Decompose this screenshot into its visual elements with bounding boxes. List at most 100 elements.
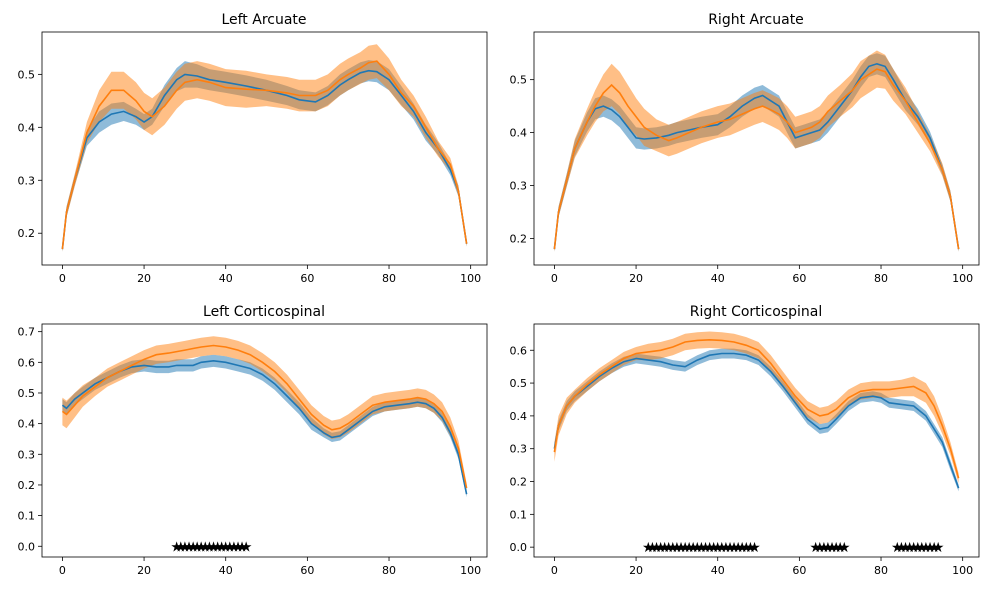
significance-marker: ★ (175, 539, 188, 555)
series-line-group-2 (61, 60, 468, 250)
x-tick-label: 60 (300, 564, 314, 577)
x-tick-label: 100 (952, 564, 973, 577)
x-tick-label: 80 (874, 272, 888, 285)
x-tick-label: 20 (137, 564, 151, 577)
y-tick-label: 0.2 (18, 479, 36, 492)
significance-marker: ★ (711, 540, 724, 556)
axes-frame (533, 31, 980, 266)
significance-marker: ★ (687, 540, 700, 556)
series-line-group-2 (553, 68, 960, 250)
significance-marker: ★ (822, 540, 835, 556)
series-line-group-2 (61, 344, 468, 489)
significance-marker: ★ (224, 539, 237, 555)
significance-marker: ★ (932, 540, 945, 556)
y-tick-label: 0.1 (18, 510, 36, 523)
significance-marker: ★ (662, 540, 675, 556)
significance-marker: ★ (748, 540, 761, 556)
subplot-title: Left Arcuate (221, 12, 306, 28)
plot-layer (553, 50, 960, 252)
significance-marker: ★ (191, 539, 204, 555)
y-tick-label: 0.4 (510, 127, 528, 140)
significance-marker: ★ (646, 540, 659, 556)
significance-marker: ★ (903, 540, 916, 556)
subplot-left-corticospinal: Left Corticospinal ★★★★★★★★★★★★★★★★★★ 0 2… (18, 304, 488, 577)
significance-marker: ★ (232, 539, 245, 555)
significance-marker: ★ (732, 540, 745, 556)
x-tick-label: 80 (874, 564, 888, 577)
significance-marker: ★ (814, 540, 827, 556)
significance-marker: ★ (642, 540, 655, 556)
x-tick-label: 0 (59, 564, 66, 577)
significance-marker: ★ (683, 540, 696, 556)
y-tick-label: 0.3 (18, 448, 36, 461)
x-tick-label: 80 (382, 272, 396, 285)
y-tick-label: 0.4 (18, 418, 36, 431)
y-tick-label: 0.0 (18, 540, 36, 553)
subplot-title: Right Corticospinal (690, 304, 822, 320)
significance-marker: ★ (679, 540, 692, 556)
significance-marker: ★ (228, 539, 241, 555)
significance-marker: ★ (203, 539, 216, 555)
significance-marker: ★ (703, 540, 716, 556)
tick-layer: 0 20 40 60 80 100 0.0 0.1 0.2 0.3 0.4 0.5 0.6 0.7 (18, 326, 482, 577)
plot-layer: ★★★★★★★★★★★★★★★★★★★★★★★★★★★ ★★★★★★★★ ★★★★★… (553, 331, 960, 556)
y-tick-label: 0.2 (18, 227, 36, 240)
subplot-right-corticospinal: Right Corticospinal ★★★★★★★★★★★★★★★★★★★★… (510, 304, 980, 577)
significance-marker: ★ (924, 540, 937, 556)
series-line-group-1 (553, 62, 960, 250)
y-tick-label: 0.4 (18, 121, 36, 134)
significance-marker: ★ (740, 540, 753, 556)
significance-marker: ★ (899, 540, 912, 556)
significance-marker: ★ (675, 540, 688, 556)
tick-layer: 0 20 40 60 80 100 0.0 0.1 0.2 0.3 0.4 0.5 0.6 (510, 344, 974, 577)
significance-marker: ★ (818, 540, 831, 556)
significance-marker: ★ (691, 540, 704, 556)
significance-marker: ★ (183, 539, 196, 555)
significance-marker: ★ (838, 540, 851, 556)
significance-marker: ★ (236, 539, 249, 555)
subplot-title: Left Corticospinal (203, 304, 325, 320)
axes-frame (41, 323, 488, 558)
significance-marker: ★ (211, 539, 224, 555)
significance-marker: ★ (695, 540, 708, 556)
significance-marker: ★ (207, 539, 220, 555)
y-tick-label: 0.5 (18, 387, 36, 400)
x-tick-label: 100 (460, 272, 481, 285)
significance-marker: ★ (920, 540, 933, 556)
x-tick-label: 0 (551, 272, 558, 285)
x-tick-label: 40 (711, 272, 725, 285)
x-tick-label: 60 (300, 272, 314, 285)
y-tick-label: 0.0 (510, 541, 528, 554)
series-line-group-1 (553, 352, 960, 489)
significance-marker: ★ (654, 540, 667, 556)
significance-marker: ★ (215, 539, 228, 555)
significance-marker: ★ (891, 540, 904, 556)
y-tick-label: 0.5 (18, 68, 36, 81)
significance-marker: ★ (699, 540, 712, 556)
x-tick-label: 100 (460, 564, 481, 577)
x-tick-label: 60 (792, 272, 806, 285)
significance-marker: ★ (724, 540, 737, 556)
significance-marker: ★ (219, 539, 232, 555)
confidence-band-group-2 (62, 336, 467, 493)
confidence-band-group-2 (554, 50, 959, 252)
significance-marker: ★ (650, 540, 663, 556)
axes-frame (533, 323, 980, 558)
significance-marker: ★ (895, 540, 908, 556)
significance-marker: ★ (826, 540, 839, 556)
significance-marker: ★ (170, 539, 183, 555)
significance-marker: ★ (928, 540, 941, 556)
y-tick-label: 0.5 (510, 377, 528, 390)
significance-marker: ★ (707, 540, 720, 556)
tick-layer: 0 20 40 60 80 100 0.2 0.3 0.4 0.5 (18, 68, 482, 285)
y-tick-label: 0.2 (510, 476, 528, 489)
significance-marker: ★ (195, 539, 208, 555)
significance-marker: ★ (736, 540, 749, 556)
x-tick-label: 40 (711, 564, 725, 577)
x-tick-label: 40 (219, 564, 233, 577)
y-tick-label: 0.5 (510, 74, 528, 87)
significance-marker: ★ (907, 540, 920, 556)
plot-layer: ★★★★★★★★★★★★★★★★★★ (61, 336, 468, 555)
significance-marker: ★ (199, 539, 212, 555)
